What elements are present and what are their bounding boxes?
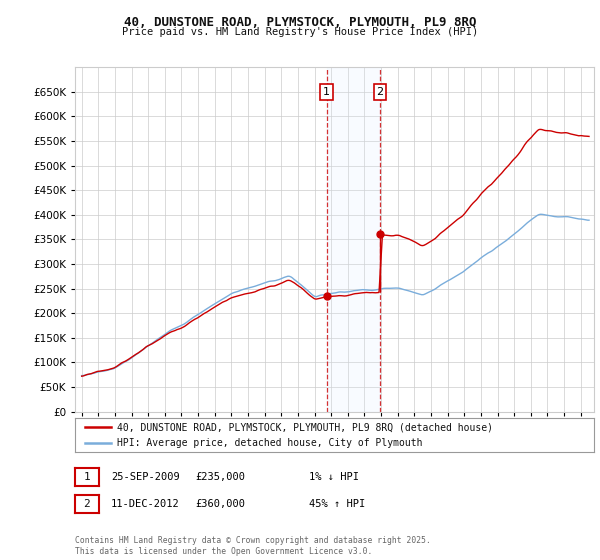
Text: 1: 1 [323,87,330,97]
Text: 45% ↑ HPI: 45% ↑ HPI [309,499,365,509]
Text: HPI: Average price, detached house, City of Plymouth: HPI: Average price, detached house, City… [116,438,422,448]
Text: 40, DUNSTONE ROAD, PLYMSTOCK, PLYMOUTH, PL9 8RQ (detached house): 40, DUNSTONE ROAD, PLYMSTOCK, PLYMOUTH, … [116,422,493,432]
Text: £360,000: £360,000 [195,499,245,509]
Bar [326,67,380,412]
Text: 2: 2 [83,499,91,509]
Text: 1% ↓ HPI: 1% ↓ HPI [309,472,359,482]
Text: 40, DUNSTONE ROAD, PLYMSTOCK, PLYMOUTH, PL9 8RQ: 40, DUNSTONE ROAD, PLYMSTOCK, PLYMOUTH, … [124,16,476,29]
Text: £235,000: £235,000 [195,472,245,482]
Text: Contains HM Land Registry data © Crown copyright and database right 2025.
This d: Contains HM Land Registry data © Crown c… [75,536,431,556]
Text: Price paid vs. HM Land Registry's House Price Index (HPI): Price paid vs. HM Land Registry's House … [122,27,478,37]
Text: 11-DEC-2012: 11-DEC-2012 [111,499,180,509]
Text: 25-SEP-2009: 25-SEP-2009 [111,472,180,482]
Text: 1: 1 [83,472,91,482]
Text: 2: 2 [377,87,383,97]
